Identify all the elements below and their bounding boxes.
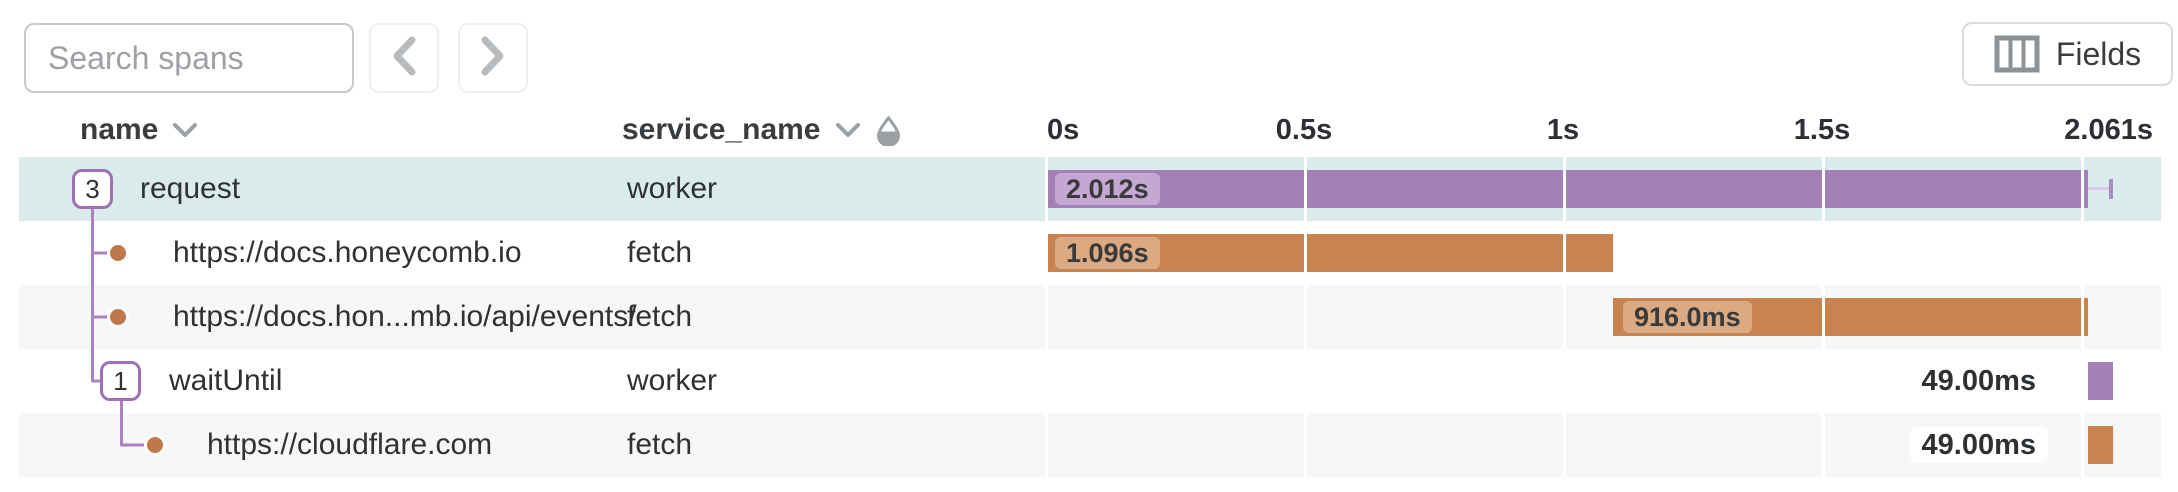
timeline-gridline [2081, 221, 2084, 285]
timeline-gridline [1304, 349, 1307, 413]
timeline-track: 2.012s [1045, 157, 2161, 221]
timeline-gridline [1563, 221, 1566, 285]
trace-extent-whisker-cap [2109, 179, 2113, 199]
timeline-gridline [1822, 285, 1825, 349]
timeline-axis: 0s 0.5s 1s 1.5s 2.061s [1045, 110, 2161, 150]
timeline-gridline [2081, 285, 2084, 349]
span-row-cloudflare[interactable]: https://cloudflare.com fetch 49.00ms [19, 413, 2161, 477]
timeline-gridline [1822, 413, 1825, 477]
span-duration-bar[interactable] [2088, 426, 2113, 464]
timeline-gridline [1563, 157, 1566, 221]
name-column-header[interactable]: name [80, 110, 198, 150]
search-input[interactable] [24, 23, 354, 93]
service-name-column-header[interactable]: service_name [622, 110, 902, 150]
collapse-children-badge[interactable]: 3 [72, 169, 113, 209]
duration-label-chip: 916.0ms [1623, 301, 1752, 333]
timeline-track: 49.00ms [1045, 349, 2161, 413]
chevron-left-icon [390, 35, 418, 82]
axis-tick-label: 0.5s [1275, 114, 1333, 146]
chevron-right-icon [479, 35, 507, 82]
timeline-gridline [2081, 157, 2084, 221]
timeline-gridline [1822, 221, 1825, 285]
duration-label: 49.00ms [1909, 427, 2048, 463]
service-name: fetch [627, 428, 693, 461]
fields-button-label: Fields [2055, 35, 2142, 72]
timeline-gridline [2081, 413, 2084, 477]
next-span-button[interactable] [458, 23, 528, 93]
span-duration-bar[interactable]: 916.0ms [1613, 298, 2088, 336]
span-row-request[interactable]: 3 request worker 2.012s [19, 157, 2161, 221]
timeline-gridline [1045, 285, 1048, 349]
span-duration-bar[interactable] [2088, 362, 2113, 400]
timeline-gridline [1563, 285, 1566, 349]
previous-span-button[interactable] [369, 23, 439, 93]
axis-tick-label: 2.061s [2064, 114, 2153, 146]
axis-tick-label: 1.5s [1793, 114, 1851, 146]
service-name: worker [627, 172, 718, 205]
name-column-label: name [80, 113, 159, 146]
service-name-column-label: service_name [622, 113, 821, 146]
span-name: https://docs.hon...mb.io/api/events/ [173, 300, 637, 333]
timeline-track: 1.096s [1045, 221, 2161, 285]
timeline-gridline [1563, 413, 1566, 477]
timeline-gridline [1304, 157, 1307, 221]
span-dot [147, 437, 163, 453]
span-row-waituntil[interactable]: 1 waitUntil worker 49.00ms [19, 349, 2161, 413]
axis-tick-label: 1s [1546, 114, 1580, 146]
table-header: name service_name 0s 0.5s 1s 1.5s 2.061s [0, 100, 2178, 157]
timeline-track: 49.00ms [1045, 413, 2161, 477]
span-dot [110, 309, 126, 325]
span-name: request [140, 172, 241, 205]
timeline-gridline [1563, 349, 1566, 413]
timeline-gridline [1045, 221, 1048, 285]
timeline-gridline [1822, 349, 1825, 413]
timeline-gridline [2081, 349, 2084, 413]
span-row-docs-honeycomb[interactable]: https://docs.honeycomb.io fetch 1.096s [19, 221, 2161, 285]
span-duration-bar[interactable]: 2.012s [1045, 170, 2088, 208]
timeline-track: 916.0ms [1045, 285, 2161, 349]
axis-tick-label: 0s [1047, 114, 1080, 146]
span-row-docs-api-events[interactable]: https://docs.hon...mb.io/api/events/ fet… [19, 285, 2161, 349]
duration-label: 49.00ms [1909, 363, 2048, 399]
fields-button[interactable]: Fields [1962, 22, 2173, 86]
timeline-gridline [1045, 349, 1048, 413]
collapse-children-badge[interactable]: 1 [100, 361, 141, 401]
trace-extent-whisker [2088, 187, 2113, 190]
timeline-gridline [1304, 285, 1307, 349]
droplet-icon[interactable] [875, 115, 902, 146]
chevron-down-icon [835, 122, 861, 138]
span-duration-bar[interactable]: 1.096s [1045, 234, 1613, 272]
span-dot [110, 245, 126, 261]
span-name: https://docs.honeycomb.io [173, 236, 522, 269]
span-rows: 3 request worker 2.012s https://docs.hon… [19, 157, 2161, 477]
timeline-gridline [1045, 157, 1048, 221]
timeline-gridline [1045, 413, 1048, 477]
chevron-down-icon [172, 122, 198, 138]
columns-icon [1994, 35, 2040, 73]
duration-label-chip: 1.096s [1055, 237, 1160, 269]
span-name: waitUntil [169, 364, 283, 397]
service-name: worker [627, 364, 718, 397]
service-name: fetch [627, 300, 693, 333]
span-name: https://cloudflare.com [207, 428, 493, 461]
timeline-gridline [1304, 221, 1307, 285]
timeline-gridline [1822, 157, 1825, 221]
timeline-gridline [1304, 413, 1307, 477]
service-name: fetch [627, 236, 693, 269]
duration-label-chip: 2.012s [1055, 173, 1160, 205]
tree-connector-lines [91, 209, 146, 447]
